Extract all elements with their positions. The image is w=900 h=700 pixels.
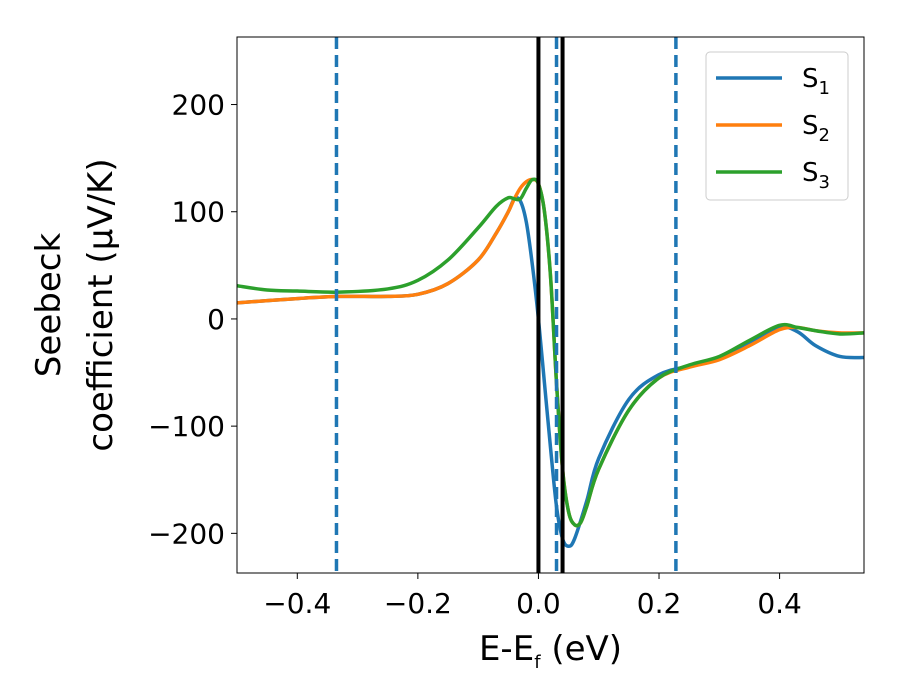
legend-label-s1: S1 — [802, 64, 830, 99]
y-tick-label: −200 — [148, 517, 225, 550]
y-axis-title-line2: coefficient (μV/K) — [81, 158, 121, 451]
y-axis-title-line1: Seebeck — [29, 233, 69, 378]
y-tick-label: 200 — [172, 89, 225, 122]
y-tick-label: 100 — [172, 196, 225, 229]
y-tick-label: 0 — [207, 303, 225, 336]
x-tick-label: −0.2 — [384, 587, 452, 620]
plot-frame — [236, 36, 865, 574]
plot-area — [237, 37, 864, 573]
x-tick-label: 0.2 — [637, 587, 682, 620]
axis-ticks: −0.4 −0.2 0.0 0.2 0.4 −200 −100 0 100 200 — [148, 89, 802, 620]
x-axis-title: E-Ef (eV) — [479, 629, 622, 673]
series-line-s1 — [237, 195, 864, 548]
x-tick-label: −0.4 — [263, 587, 331, 620]
y-tick-label: −100 — [148, 410, 225, 443]
plot-clip-group — [237, 37, 864, 573]
legend: S1 S2 S3 — [705, 51, 849, 201]
legend-label-s3: S3 — [802, 158, 830, 193]
series-line-s2 — [237, 177, 864, 528]
series-line-s3 — [237, 177, 864, 528]
legend-label-s2: S2 — [802, 111, 830, 146]
x-tick-label: 0.0 — [516, 587, 561, 620]
x-tick-label: 0.4 — [757, 587, 802, 620]
